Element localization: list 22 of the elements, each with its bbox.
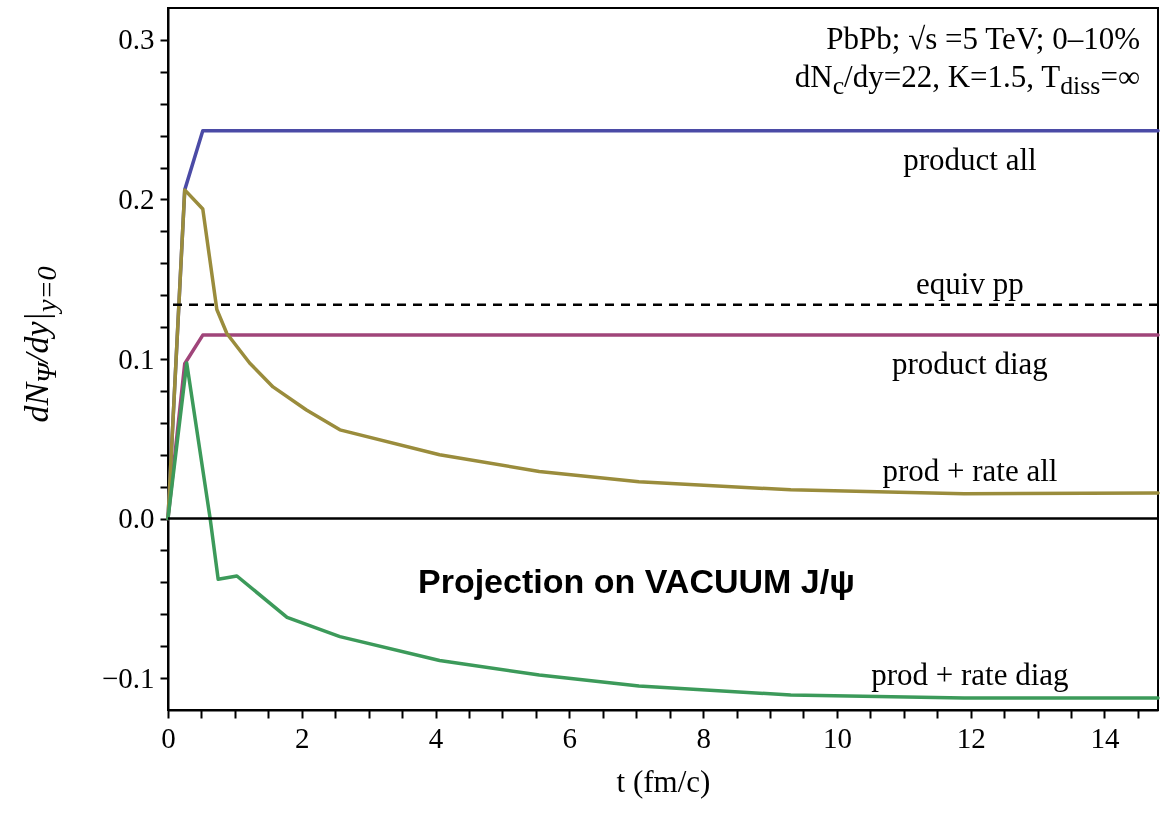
y-tick-label: 0.3	[118, 23, 155, 56]
x-tick-label: 14	[1090, 721, 1120, 754]
x-tick-label: 8	[696, 721, 711, 754]
annotation: PbPb; √s =5 TeV; 0–10%	[826, 21, 1140, 57]
x-tick-label: 12	[956, 721, 986, 754]
x-axis-title: t (fm/c)	[616, 763, 711, 799]
annotation: Projection on VACUUM J/ψ	[418, 562, 855, 601]
y-tick-label: 0.0	[118, 502, 155, 535]
x-tick-label: 10	[822, 721, 852, 754]
series-label: product all	[903, 141, 1037, 177]
annotation: dN$_{c}$/dy=22, K=1.5, T$_{diss}$=∞	[794, 59, 1140, 101]
x-tick-label: 6	[562, 721, 578, 754]
ref-line-label: equiv pp	[916, 265, 1024, 301]
x-tick-label: 2	[295, 721, 310, 754]
series-label: product diag	[891, 346, 1048, 382]
x-tick-label: 4	[428, 721, 444, 754]
y-tick-label: −0.1	[101, 661, 155, 694]
x-tick-label: 0	[161, 721, 176, 754]
y-tick-label: 0.1	[118, 342, 155, 375]
y-tick-label: 0.2	[118, 182, 155, 215]
series-label: prod + rate all	[882, 452, 1058, 488]
series-label: prod + rate diag	[871, 657, 1069, 693]
